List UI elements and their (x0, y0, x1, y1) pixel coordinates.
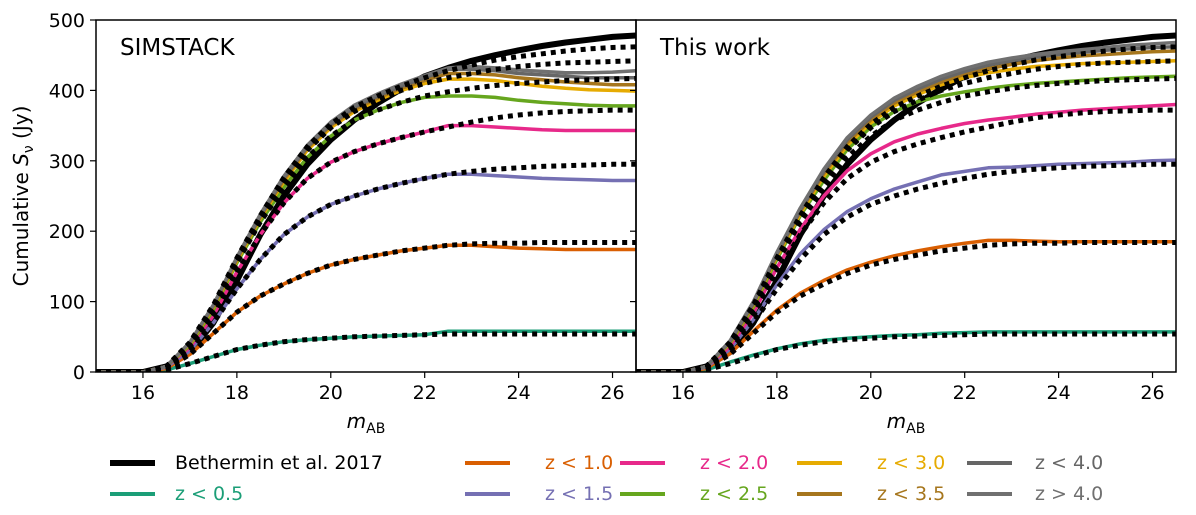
series-line-z-lt-1-0 (636, 238, 1176, 372)
series-line-z-lt-1-5 (636, 158, 1176, 372)
legend-item-z-lt-1-5: z < 1.5 (465, 483, 613, 505)
legend-label: Bethermin et al. 2017 (175, 452, 383, 474)
true-line-z-lt-2-0 (96, 107, 636, 372)
x-axis-label: mAB (887, 409, 926, 437)
true-line-z-lt-3-0 (636, 58, 1176, 372)
true-line-z-lt-3-0 (96, 58, 636, 372)
legend-label: z < 2.5 (700, 483, 768, 505)
x-tick-label: 24 (1047, 382, 1071, 404)
x-tick-label: 18 (225, 382, 249, 404)
plot-area (636, 32, 1176, 372)
legend-item-z-gt-4-0: z > 4.0 (967, 483, 1103, 505)
legend: Bethermin et al. 2017 z < 0.5 z < 1.0 z < 1… (110, 452, 1103, 505)
legend-item-z-lt-3-0: z < 3.0 (797, 452, 945, 474)
series-line-z-lt-3-0 (96, 77, 636, 372)
x-tick-label: 22 (413, 382, 437, 404)
legend-label: z < 2.0 (700, 452, 768, 474)
series-line-z-lt-2-5 (636, 74, 1176, 372)
y-tick-label: 0 (73, 362, 85, 384)
x-tick-label: 24 (507, 382, 531, 404)
x-tick-label: 26 (600, 382, 624, 404)
panel-this-work: This work 16 18 20 22 24 26 mAB (630, 19, 1177, 437)
legend-item-bethermin-et-al-2017: Bethermin et al. 2017 (110, 452, 383, 474)
x-tick-label: 26 (1140, 382, 1164, 404)
series-line-z-gt-4-0 (96, 64, 636, 372)
legend-label: z < 0.5 (175, 483, 243, 505)
series-line-z-lt-1-5 (96, 172, 636, 372)
legend-label: z < 1.0 (545, 452, 613, 474)
true-line-z-lt-2-5 (96, 75, 636, 372)
true-line-z-lt-1-0 (96, 240, 636, 372)
y-axis-label: Cumulative Sν (Jy) (9, 106, 37, 287)
axes-frame (635, 19, 1177, 373)
legend-item-z-lt-0-5: z < 0.5 (110, 483, 243, 505)
legend-label: z < 1.5 (545, 483, 613, 505)
x-tick-label: 20 (319, 382, 343, 404)
true-line-z-lt-1-5 (636, 161, 1176, 372)
panel-title: SIMSTACK (120, 35, 235, 61)
x-axis-label: mAB (347, 409, 386, 437)
y-tick-label: 500 (49, 10, 85, 32)
panel-simstack: SIMSTACK 16 18 20 22 24 26 0 100 200 300 400 500 mAB (49, 10, 637, 437)
y-tick-label: 200 (49, 221, 85, 243)
series-line-z-gt-4-0 (636, 40, 1176, 372)
true-line-z-lt-1-5 (96, 161, 636, 372)
x-tick-label: 16 (131, 382, 155, 404)
legend-item-z-lt-2-5: z < 2.5 (620, 483, 768, 505)
legend-item-z-lt-1-0: z < 1.0 (465, 452, 613, 474)
x-tick-label: 22 (953, 382, 977, 404)
panel-title: This work (659, 35, 771, 61)
series-line-z-lt-3-5 (96, 71, 636, 372)
true-line-z-lt-2-0 (636, 107, 1176, 372)
true-line-z-lt-0-5 (636, 331, 1176, 372)
true-line-z-lt-1-0 (636, 240, 1176, 372)
legend-item-z-lt-2-0: z < 2.0 (620, 452, 768, 474)
series-line-z-lt-3-5 (636, 49, 1176, 372)
legend-label: z > 4.0 (1035, 483, 1103, 505)
series-line-z-lt-4-0 (636, 45, 1176, 372)
series-bethermin-total-line (636, 32, 1176, 372)
plot-area (96, 32, 636, 372)
series-line-z-lt-1-0 (96, 243, 636, 372)
y-tick-label: 300 (49, 151, 85, 173)
legend-label: z < 3.5 (877, 483, 945, 505)
legend-label: z < 4.0 (1035, 452, 1103, 474)
y-tick-label: 400 (49, 80, 85, 102)
legend-label: z < 3.0 (877, 452, 945, 474)
legend-item-z-lt-4-0: z < 4.0 (967, 452, 1103, 474)
x-tick-label: 16 (671, 382, 695, 404)
true-line-z-lt-0-5 (96, 331, 636, 372)
x-tick-label: 18 (765, 382, 789, 404)
x-tick-label: 20 (859, 382, 883, 404)
legend-item-z-lt-3-5: z < 3.5 (797, 483, 945, 505)
true-line-z-lt-4-0 (96, 44, 636, 372)
y-tick-label: 100 (49, 292, 85, 314)
true-line-z-lt-2-5 (636, 75, 1176, 372)
